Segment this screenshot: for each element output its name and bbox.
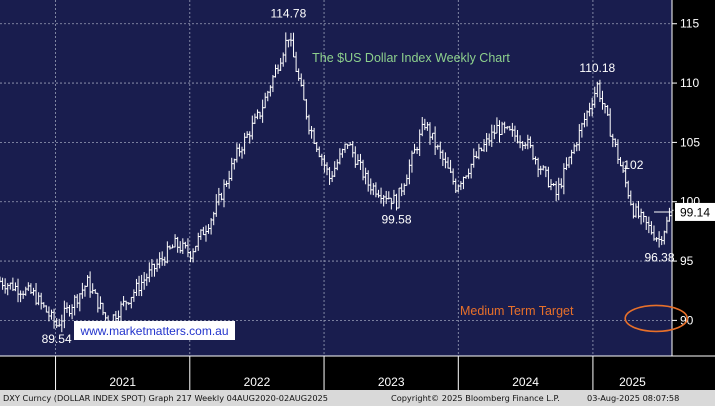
x-tick-label: 2022 <box>244 375 271 389</box>
x-tick-label: 2024 <box>512 375 539 389</box>
y-tick-label: 95 <box>680 254 694 268</box>
watermark-box <box>74 321 235 340</box>
price-annotation: 114.78 <box>270 6 306 20</box>
x-tick-label: 2021 <box>109 375 136 389</box>
target-ellipse <box>624 304 689 333</box>
price-annotation: 99.58 <box>381 213 411 227</box>
y-tick-label: 115 <box>680 17 699 31</box>
y-tick-label: 105 <box>680 135 700 149</box>
footer-copyright: Copyright© 2025 Bloomberg Finance L.P. <box>391 393 560 403</box>
footer-timestamp: 03-Aug-2025 08:07:58 <box>587 393 680 403</box>
price-annotation: 89.54 <box>42 332 72 346</box>
x-tick-label: 2025 <box>619 375 646 389</box>
price-annotation: 110.18 <box>579 61 615 75</box>
y-axis-panel <box>672 0 715 356</box>
x-axis-panel <box>0 356 715 390</box>
price-annotation: 102 <box>623 158 643 172</box>
watermark-text: www.marketmatters.com.au <box>79 324 228 338</box>
bloomberg-footer: DXY Curncy (DOLLAR INDEX SPOT) Graph 217… <box>0 390 715 406</box>
price-series-group <box>0 32 674 333</box>
price-annotation: 96.38 <box>644 251 674 265</box>
chart-title: The $US Dollar Index Weekly Chart <box>312 51 510 65</box>
last-price-label: 99.14 <box>680 205 710 219</box>
target-label: Medium Term Target <box>460 304 574 318</box>
x-tick-label: 2023 <box>378 375 405 389</box>
plot-area <box>0 0 672 356</box>
last-price-tag <box>675 202 715 221</box>
y-tick-label: 110 <box>680 76 699 90</box>
footer-security-label: DXY Curncy (DOLLAR INDEX SPOT) Graph 217… <box>3 393 328 403</box>
